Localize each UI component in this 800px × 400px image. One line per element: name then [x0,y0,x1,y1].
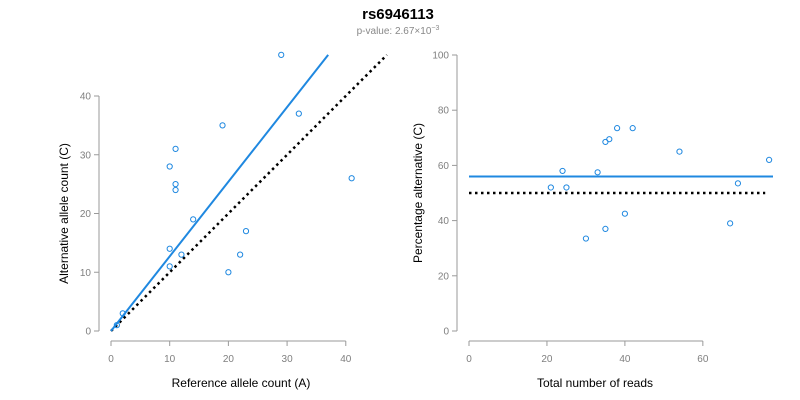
data-point [606,136,613,143]
data-point [727,220,734,227]
data-point [734,180,742,187]
data-point [166,245,173,252]
x-tick-label: 0 [466,354,472,365]
x-tick-label: 0 [108,354,114,365]
y-tick-label: 0 [85,327,91,338]
x-tick-label: 40 [340,354,352,365]
data-point [225,269,232,276]
data-point [614,125,621,132]
fit-line [110,54,329,332]
y-axis-label: Alternative allele count (C) [57,143,71,284]
data-point [242,228,250,235]
data-point [295,110,302,117]
x-tick-label: 20 [223,354,235,365]
y-tick-label: 30 [80,150,92,161]
y-tick-label: 60 [438,161,450,172]
x-tick-label: 20 [541,354,553,365]
y-tick-label: 0 [443,327,449,338]
data-point [559,167,566,175]
y-tick-label: 40 [438,216,450,227]
y-tick-label: 40 [80,92,92,103]
data-point [582,235,590,242]
data-point [172,181,179,188]
data-point [766,156,773,163]
data-point [190,216,197,223]
data-point [166,163,173,170]
data-point [219,122,226,129]
data-point [119,310,126,317]
x-tick-label: 10 [164,354,176,365]
y-tick-label: 10 [80,268,92,279]
data-point [621,210,628,217]
x-axis-label: Reference allele count (A) [172,376,311,390]
y-tick-label: 80 [438,106,450,117]
data-point [166,263,173,270]
data-point [348,175,355,182]
reference-line-dotted [110,53,388,332]
x-tick-label: 40 [619,354,631,365]
data-point [602,225,609,232]
data-point [178,251,185,258]
x-tick-label: 60 [697,354,709,365]
y-tick-label: 100 [432,51,449,62]
data-point [237,251,244,258]
data-point [172,145,179,152]
chart-subtitle: p-value: 2.67×10−3 [357,25,440,37]
chart-title: rs6946113 [362,6,434,23]
y-tick-label: 20 [80,209,92,220]
y-axis-label: Percentage alternative (C) [411,123,425,263]
data-point [563,184,570,191]
data-point [594,169,601,176]
x-tick-label: 30 [282,354,294,365]
data-point [629,125,636,132]
y-tick-label: 20 [438,271,450,282]
left-panel-allele-counts: 0 10 20 30 40 0 10 20 30 40 Reference allele count… [57,51,388,390]
right-panel-percentage-alternative: 0 20 40 60 0 20 40 60 80 100 Total number of reads… [411,51,773,390]
data-point [113,322,120,329]
x-axis-label: Total number of reads [537,376,653,390]
data-point [676,148,683,155]
subtitle-exponent: −3 [431,25,439,32]
data-point [172,186,179,194]
data-point [278,51,285,58]
subtitle-prefix: p-value: 2.67×10 [357,26,432,37]
data-point [547,184,554,191]
